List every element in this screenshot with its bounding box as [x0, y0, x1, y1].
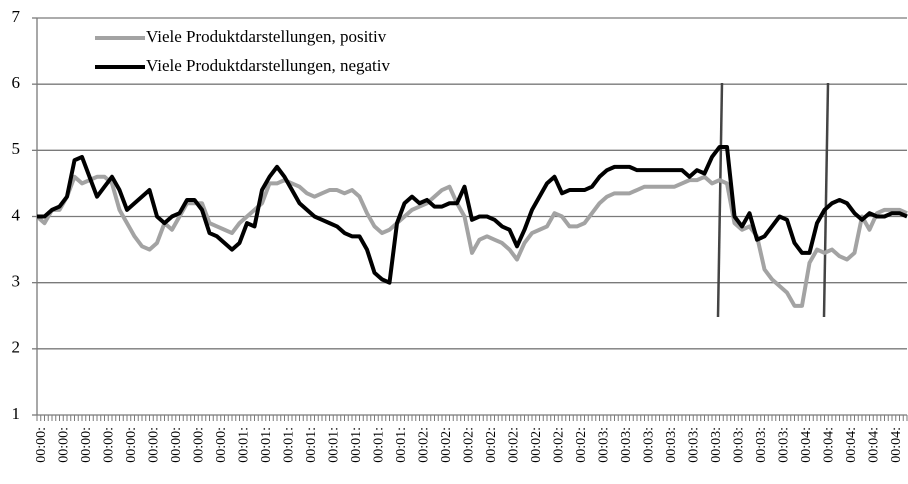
x-tick-label: 00:00:: [34, 427, 49, 463]
x-tick-label: 00:02:: [439, 427, 454, 463]
x-tick-label: 00:00:: [147, 427, 162, 463]
x-tick-label: 00:02:: [552, 427, 567, 463]
x-tick-label: 00:04:: [822, 427, 837, 463]
x-tick-label: 00:04:: [867, 427, 882, 463]
x-tick-label: 00:04:: [844, 427, 859, 463]
x-tick-label: 00:02:: [417, 427, 432, 463]
x-tick-label: 00:03:: [709, 427, 724, 463]
x-tick-label: 00:00:: [79, 427, 94, 463]
x-tick-label: 00:02:: [484, 427, 499, 463]
y-tick-label: 7: [12, 7, 21, 26]
x-tick-label: 00:03:: [777, 427, 792, 463]
x-tick-label: 00:04:: [799, 427, 814, 463]
x-tick-label: 00:00:: [102, 427, 117, 463]
x-tick-label: 00:00:: [124, 427, 139, 463]
series-line: [35, 174, 908, 308]
y-tick-label: 5: [12, 139, 21, 158]
x-tick-label: 00:00:: [57, 427, 72, 463]
legend-label: Viele Produktdarstellungen, negativ: [146, 56, 391, 75]
x-tick-label: 00:01:: [259, 427, 274, 463]
x-tick-label: 00:01:: [372, 427, 387, 463]
x-tick-label: 00:03:: [619, 427, 634, 463]
annotation-line: [716, 82, 724, 318]
y-tick-label: 2: [12, 338, 21, 357]
x-tick-label: 00:01:: [237, 427, 252, 463]
x-tick-label: 00:01:: [349, 427, 364, 463]
y-tick-label: 3: [12, 272, 21, 291]
series-line: [37, 145, 908, 285]
x-tick-label: 00:04:: [889, 427, 904, 463]
annotation-line: [822, 82, 830, 318]
x-tick-label: 00:01:: [304, 427, 319, 463]
legend-label: Viele Produktdarstellungen, positiv: [146, 27, 387, 46]
y-tick-label: 4: [12, 205, 21, 224]
x-tick-label: 00:00:: [169, 427, 184, 463]
x-tick-label: 00:03:: [664, 427, 679, 463]
x-tick-label: 00:02:: [574, 427, 589, 463]
x-tick-label: 00:01:: [394, 427, 409, 463]
x-tick-label: 00:02:: [462, 427, 477, 463]
x-tick-label: 00:00:: [192, 427, 207, 463]
y-tick-label: 1: [12, 404, 21, 423]
y-tick-label: 6: [12, 73, 21, 92]
x-tick-label: 00:00:: [214, 427, 229, 463]
x-tick-label: 00:03:: [642, 427, 657, 463]
x-tick-label: 00:02:: [529, 427, 544, 463]
x-tick-label: 00:02:: [507, 427, 522, 463]
x-tick-label: 00:03:: [754, 427, 769, 463]
x-tick-label: 00:01:: [327, 427, 342, 463]
x-tick-label: 00:03:: [597, 427, 612, 463]
x-tick-label: 00:03:: [687, 427, 702, 463]
x-tick-label: 00:01:: [282, 427, 297, 463]
x-tick-label: 00:03:: [732, 427, 747, 463]
